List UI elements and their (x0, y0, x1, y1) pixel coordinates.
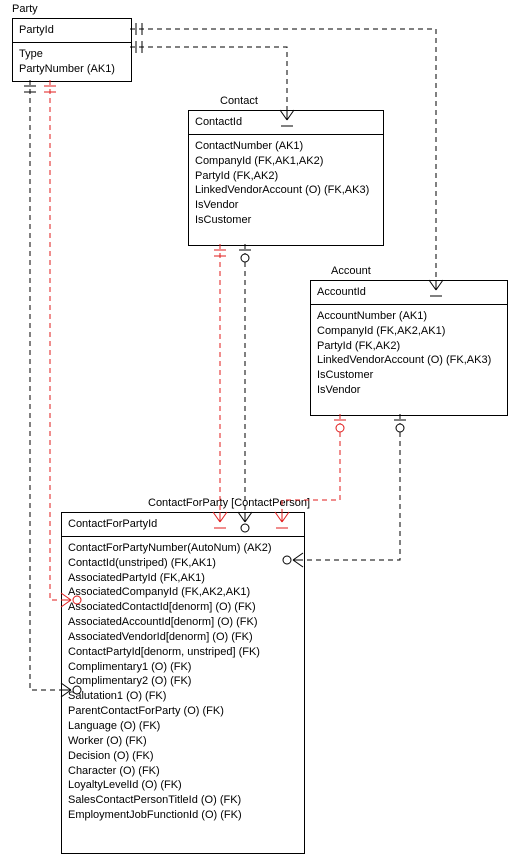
col: CompanyId (FK,AK1,AK2) (195, 154, 377, 169)
col: LinkedVendorAccount (O) (FK,AK3) (317, 353, 501, 368)
entity-account-title: Account (331, 265, 371, 277)
entity-party: PartyId Type PartyNumber (AK1) (12, 18, 132, 82)
col: Language (O) (FK) (68, 719, 298, 734)
entity-contact-title: Contact (220, 95, 258, 107)
col: Salutation1 (O) (FK) (68, 689, 298, 704)
col: ContactId (195, 115, 377, 130)
col: AssociatedPartyId (FK,AK1) (68, 571, 298, 586)
col: Character (O) (FK) (68, 764, 298, 779)
col: Type (19, 47, 125, 62)
entity-cfp-title: ContactForParty [ContactPerson] (148, 497, 310, 509)
connector-account-to-cfp-red (275, 414, 346, 528)
col: PartyNumber (AK1) (19, 62, 125, 77)
entity-account: AccountId AccountNumber (AK1) CompanyId … (310, 280, 508, 416)
col: Complimentary2 (O) (FK) (68, 674, 298, 689)
account-pk-section: AccountId (311, 281, 507, 305)
col: PartyId (19, 23, 125, 38)
col: LinkedVendorAccount (O) (FK,AK3) (195, 183, 377, 198)
contact-attrs-section: ContactNumber (AK1) CompanyId (FK,AK1,AK… (189, 135, 383, 232)
col: ContactId(unstriped) (FK,AK1) (68, 556, 298, 571)
col: AccountId (317, 285, 501, 300)
col: EmploymentJobFunctionId (O) (FK) (68, 808, 298, 823)
cfp-attrs-section: ContactForPartyNumber(AutoNum) (AK2) Con… (62, 537, 304, 827)
cfp-pk-section: ContactForPartyId (62, 513, 304, 537)
col: ParentContactForParty (O) (FK) (68, 704, 298, 719)
col: ContactForPartyId (68, 517, 298, 532)
col: AccountNumber (AK1) (317, 309, 501, 324)
account-attrs-section: AccountNumber (AK1) CompanyId (FK,AK2,AK… (311, 305, 507, 402)
col: ContactNumber (AK1) (195, 139, 377, 154)
entity-cfp: ContactForPartyId ContactForPartyNumber(… (61, 512, 305, 854)
col: SalesContactPersonTitleId (O) (FK) (68, 793, 298, 808)
party-pk-section: PartyId (13, 19, 131, 43)
col: AssociatedContactId[denorm] (O) (FK) (68, 600, 298, 615)
col: AssociatedVendorId[denorm] (O) (FK) (68, 630, 298, 645)
col: IsCustomer (317, 368, 501, 383)
contact-pk-section: ContactId (189, 111, 383, 135)
entity-contact: ContactId ContactNumber (AK1) CompanyId … (188, 110, 384, 246)
connector-contact-to-cfp-red (213, 244, 227, 528)
col: PartyId (FK,AK2) (317, 339, 501, 354)
col: Complimentary1 (O) (FK) (68, 660, 298, 675)
col: IsVendor (317, 383, 501, 398)
col: ContactPartyId[denorm, unstriped] (FK) (68, 645, 298, 660)
col: IsVendor (195, 198, 377, 213)
col: PartyId (FK,AK2) (195, 169, 377, 184)
col: CompanyId (FK,AK2,AK1) (317, 324, 501, 339)
col: Worker (O) (FK) (68, 734, 298, 749)
col: Decision (O) (FK) (68, 749, 298, 764)
col: ContactForPartyNumber(AutoNum) (AK2) (68, 541, 298, 556)
col: AssociatedAccountId[denorm] (O) (FK) (68, 615, 298, 630)
col: AssociatedCompanyId (FK,AK2,AK1) (68, 585, 298, 600)
party-attrs-section: Type PartyNumber (AK1) (13, 43, 131, 81)
connector-contact-to-cfp-black (238, 244, 252, 532)
col: LoyaltyLevelId (O) (FK) (68, 778, 298, 793)
col: IsCustomer (195, 213, 377, 228)
entity-party-title: Party (12, 3, 38, 15)
